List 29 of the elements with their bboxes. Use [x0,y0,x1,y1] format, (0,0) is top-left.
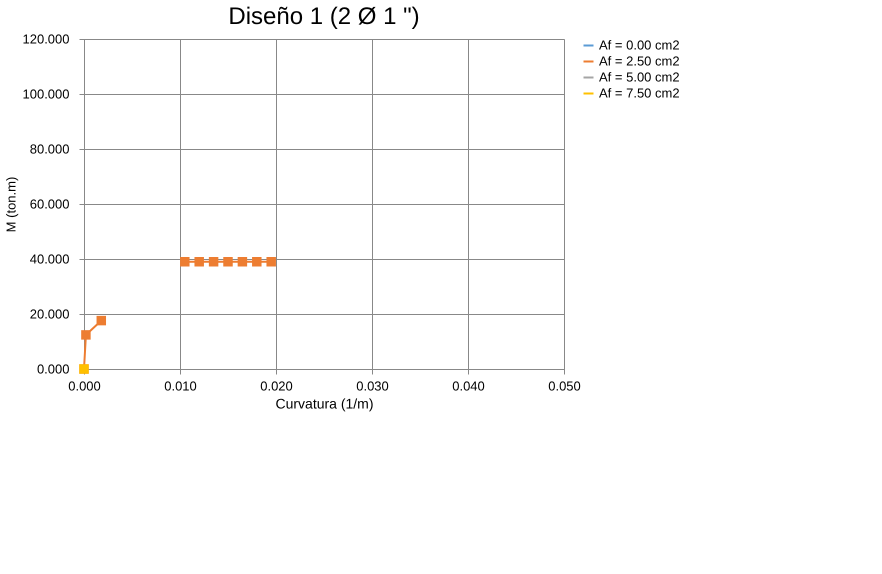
point [266,257,276,266]
x-tick-label: 0.050 [548,378,581,394]
chart-title: Diseño 1 (2 Ø 1 ") [228,3,420,30]
point [252,257,262,266]
y-tick-label: 60.000 [30,196,70,212]
x-tick-label: 0.010 [164,378,197,394]
x-tick-label: 0.020 [260,378,293,394]
legend-label: Af = 5.00 cm2 [599,70,680,84]
point [180,257,190,266]
y-tick-label: 80.000 [30,142,70,156]
y-tick-label: 40.000 [30,252,70,266]
y-tick-label: 120.000 [22,32,70,46]
point [96,316,106,326]
x-tick-label: 0.030 [356,378,389,394]
legend-label: Af = 7.50 cm2 [599,86,680,100]
legend-label: Af = 2.50 cm2 [599,54,680,68]
point [208,257,218,266]
point [238,257,248,266]
point [81,330,91,340]
x-tick-label: 0.040 [452,378,485,394]
legend-label: Af = 0.00 cm2 [599,38,680,52]
y-tick-label: 0.000 [36,362,70,376]
y-axis-title: M (ton.m) [4,176,19,232]
y-tick-label: 20.000 [30,306,70,322]
x-axis-title: Curvatura (1/m) [275,396,374,412]
point [223,257,233,266]
y-tick-label: 100.000 [22,86,70,102]
x-tick-label: 0.000 [68,378,101,394]
point [194,257,204,266]
